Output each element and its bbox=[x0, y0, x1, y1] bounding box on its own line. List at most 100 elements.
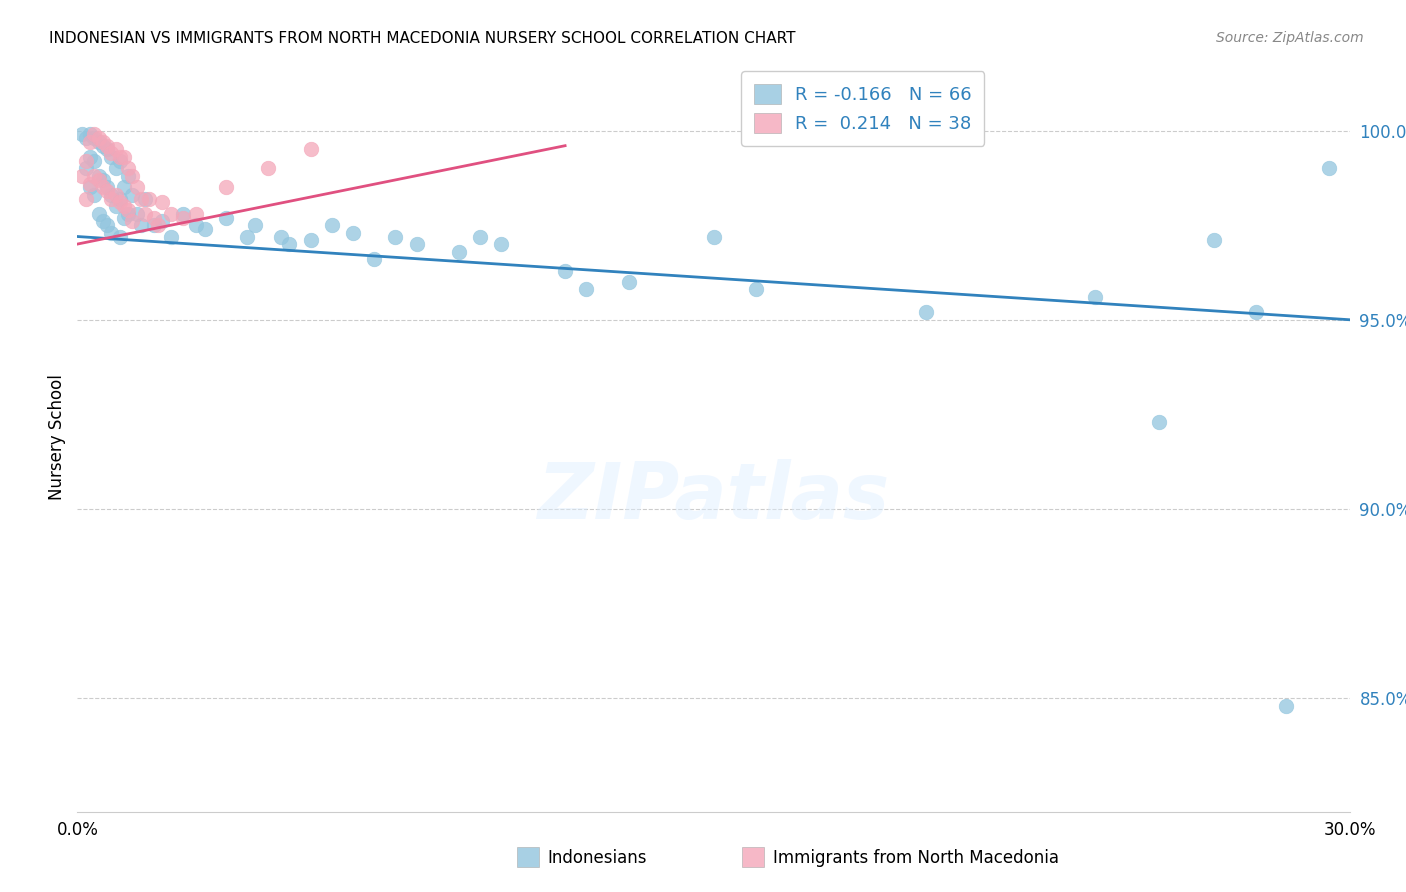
Point bbox=[104, 199, 127, 213]
Point bbox=[159, 207, 181, 221]
Point bbox=[193, 222, 217, 236]
Point bbox=[96, 180, 118, 194]
Point bbox=[117, 169, 139, 183]
Point bbox=[745, 283, 768, 297]
Point bbox=[100, 146, 122, 161]
Point bbox=[172, 211, 194, 225]
Text: Indonesians: Indonesians bbox=[547, 849, 647, 867]
Point bbox=[121, 187, 143, 202]
Point bbox=[134, 207, 156, 221]
Point bbox=[79, 135, 101, 149]
Point bbox=[117, 207, 139, 221]
Point bbox=[321, 218, 343, 232]
Point bbox=[236, 229, 259, 244]
Point bbox=[575, 283, 598, 297]
Point bbox=[184, 218, 207, 232]
Point bbox=[83, 169, 105, 183]
Point bbox=[363, 252, 385, 267]
Point bbox=[83, 131, 105, 145]
Point bbox=[134, 192, 156, 206]
Point bbox=[470, 229, 492, 244]
Point bbox=[146, 218, 169, 232]
Point bbox=[184, 207, 207, 221]
Point bbox=[1317, 161, 1340, 176]
Point bbox=[1275, 698, 1298, 713]
Point bbox=[270, 229, 292, 244]
Point bbox=[172, 207, 194, 221]
Point bbox=[112, 199, 135, 213]
Point bbox=[75, 153, 97, 168]
Text: INDONESIAN VS IMMIGRANTS FROM NORTH MACEDONIA NURSERY SCHOOL CORRELATION CHART: INDONESIAN VS IMMIGRANTS FROM NORTH MACE… bbox=[49, 31, 796, 46]
Point bbox=[91, 214, 114, 228]
Point bbox=[79, 177, 101, 191]
Point bbox=[384, 229, 406, 244]
Point bbox=[299, 143, 322, 157]
Point bbox=[342, 226, 364, 240]
Point bbox=[96, 218, 118, 232]
Point bbox=[125, 180, 148, 194]
Point bbox=[91, 135, 114, 149]
Point bbox=[914, 305, 936, 319]
Point bbox=[215, 211, 238, 225]
Point bbox=[108, 150, 131, 164]
Point bbox=[150, 214, 173, 228]
Point bbox=[108, 192, 131, 206]
Point bbox=[257, 161, 280, 176]
Point bbox=[91, 180, 114, 194]
Text: ZIPatlas: ZIPatlas bbox=[537, 459, 890, 535]
Point bbox=[100, 226, 122, 240]
Point bbox=[91, 138, 114, 153]
Point bbox=[104, 143, 127, 157]
Point bbox=[617, 275, 640, 289]
Point bbox=[104, 161, 127, 176]
Legend: R = -0.166   N = 66, R =  0.214   N = 38: R = -0.166 N = 66, R = 0.214 N = 38 bbox=[741, 71, 984, 145]
Point bbox=[100, 192, 122, 206]
Point bbox=[70, 169, 93, 183]
Point bbox=[112, 180, 135, 194]
Text: Immigrants from North Macedonia: Immigrants from North Macedonia bbox=[773, 849, 1059, 867]
Point bbox=[87, 135, 110, 149]
Point bbox=[91, 173, 114, 187]
Point bbox=[108, 153, 131, 168]
Point bbox=[405, 237, 427, 252]
Point bbox=[87, 169, 110, 183]
Point bbox=[96, 143, 118, 157]
Point bbox=[121, 169, 143, 183]
Point bbox=[1246, 305, 1268, 319]
Point bbox=[703, 229, 725, 244]
Point bbox=[491, 237, 513, 252]
Y-axis label: Nursery School: Nursery School bbox=[48, 374, 66, 500]
Point bbox=[100, 187, 122, 202]
Point bbox=[159, 229, 181, 244]
Point bbox=[215, 180, 238, 194]
Point bbox=[138, 192, 160, 206]
Point bbox=[150, 195, 173, 210]
Point bbox=[1202, 233, 1225, 247]
Point bbox=[245, 218, 267, 232]
Point bbox=[96, 138, 118, 153]
Point bbox=[96, 184, 118, 198]
Point bbox=[100, 150, 122, 164]
Point bbox=[70, 128, 93, 142]
Point bbox=[1147, 415, 1170, 429]
Point bbox=[83, 153, 105, 168]
Point bbox=[117, 161, 139, 176]
Point bbox=[112, 211, 135, 225]
Point bbox=[129, 192, 152, 206]
Point bbox=[142, 218, 165, 232]
Point bbox=[75, 131, 97, 145]
Point bbox=[112, 150, 135, 164]
Point bbox=[117, 202, 139, 217]
Point bbox=[75, 161, 97, 176]
Point bbox=[554, 263, 576, 277]
Point bbox=[108, 229, 131, 244]
Point bbox=[129, 218, 152, 232]
Point bbox=[278, 237, 301, 252]
Point bbox=[87, 207, 110, 221]
Point bbox=[447, 244, 470, 259]
Point bbox=[125, 207, 148, 221]
Point bbox=[87, 131, 110, 145]
Point bbox=[121, 214, 143, 228]
Point bbox=[1084, 290, 1107, 304]
Point bbox=[79, 180, 101, 194]
